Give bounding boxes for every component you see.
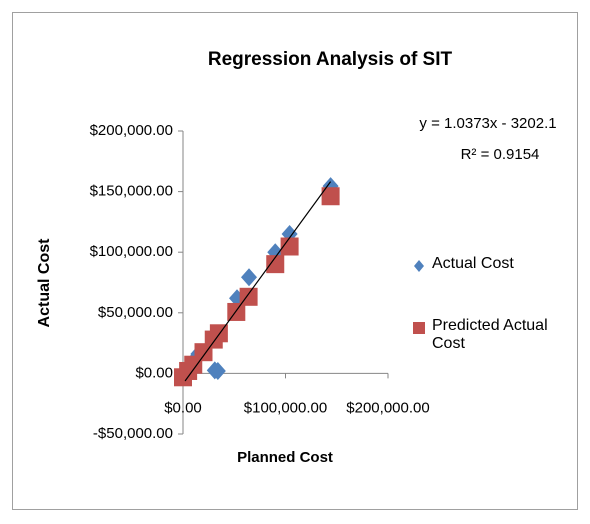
y-tick-label: $0.00 bbox=[135, 364, 173, 381]
y-tick-label: -$50,000.00 bbox=[93, 425, 173, 442]
legend-label: Predicted Actual Cost bbox=[432, 317, 548, 352]
x-tick-label: $200,000.00 bbox=[346, 399, 429, 416]
point bbox=[267, 243, 284, 262]
y-tick-label: $100,000.00 bbox=[90, 243, 173, 260]
trendline bbox=[184, 181, 332, 382]
legend-label: Actual Cost bbox=[432, 255, 514, 272]
x-axis-title: Planned Cost bbox=[237, 449, 333, 466]
legend-marker bbox=[414, 260, 424, 272]
point bbox=[280, 237, 299, 256]
legend-symbol bbox=[414, 260, 424, 272]
point bbox=[266, 255, 285, 274]
legend: Actual Cost Predicted Actual Cost bbox=[412, 255, 572, 397]
point bbox=[239, 287, 258, 306]
y-axis-title: Actual Cost bbox=[36, 238, 53, 328]
chart-title: Regression Analysis of SIT bbox=[208, 49, 453, 70]
legend-symbol bbox=[413, 322, 425, 334]
legend-item: Predicted Actual Cost bbox=[412, 317, 572, 353]
point bbox=[209, 361, 226, 380]
x-tick-label: $0.00 bbox=[164, 399, 202, 416]
chart-frame bbox=[12, 12, 578, 510]
x-tick-label: $100,000.00 bbox=[244, 399, 327, 416]
y-tick-label: $200,000.00 bbox=[90, 122, 173, 139]
y-tick-label: $150,000.00 bbox=[90, 183, 173, 200]
legend-marker bbox=[413, 322, 425, 334]
trendline-equation: y = 1.0373x - 3202.1 bbox=[419, 115, 556, 132]
point bbox=[321, 187, 340, 206]
y-tick-label: $50,000.00 bbox=[98, 304, 173, 321]
point bbox=[241, 268, 258, 287]
legend-item: Actual Cost bbox=[412, 255, 572, 273]
r-squared: R² = 0.9154 bbox=[461, 146, 540, 163]
